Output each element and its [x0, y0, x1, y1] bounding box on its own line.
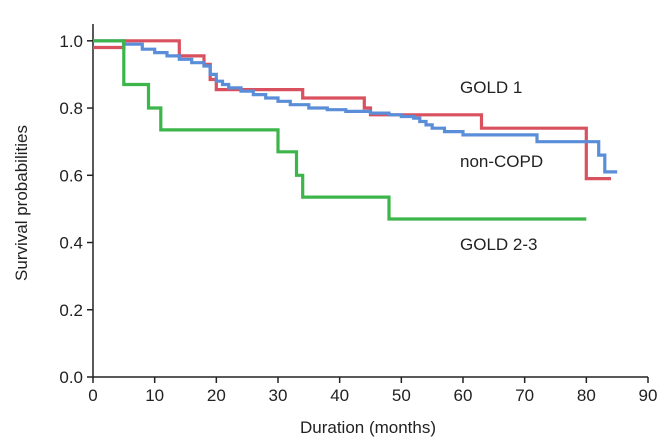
series-label-gold-2-3: GOLD 2-3: [460, 235, 537, 254]
y-tick-label: 0.6: [59, 166, 83, 185]
y-tick-label: 0.8: [59, 99, 83, 118]
x-tick-label: 70: [515, 386, 534, 405]
x-tick-label: 20: [207, 386, 226, 405]
x-tick-label: 0: [88, 386, 97, 405]
x-tick-label: 50: [392, 386, 411, 405]
y-axis-title: Survival probabilities: [12, 125, 31, 281]
x-tick-label: 80: [577, 386, 596, 405]
series-line-gold-1: [93, 39, 611, 181]
y-tick-label: 0.0: [59, 368, 83, 387]
series-line-non-copd: [93, 39, 618, 174]
y-tick-label: 0.2: [59, 301, 83, 320]
series-label-gold-1: GOLD 1: [460, 78, 522, 97]
x-tick-label: 30: [269, 386, 288, 405]
series-line-gold-2-3: [93, 39, 587, 221]
x-tick-label: 90: [639, 386, 658, 405]
y-tick-label: 0.4: [59, 234, 83, 253]
axes: 0 10 20 30 40 50 60 70 80 90 0.0 0.2 0.4 0.6 0.8 1.0: [59, 24, 657, 405]
x-tick-label: 60: [454, 386, 473, 405]
y-tick-label: 1.0: [59, 32, 83, 51]
x-tick-label: 40: [330, 386, 349, 405]
series-label-non-copd: non-COPD: [460, 152, 543, 171]
x-axis-title: Duration (months): [300, 418, 436, 437]
x-tick-label: 10: [145, 386, 164, 405]
series-layer: [93, 39, 618, 221]
series-labels: GOLD 1 non-COPD GOLD 2-3: [460, 78, 543, 254]
